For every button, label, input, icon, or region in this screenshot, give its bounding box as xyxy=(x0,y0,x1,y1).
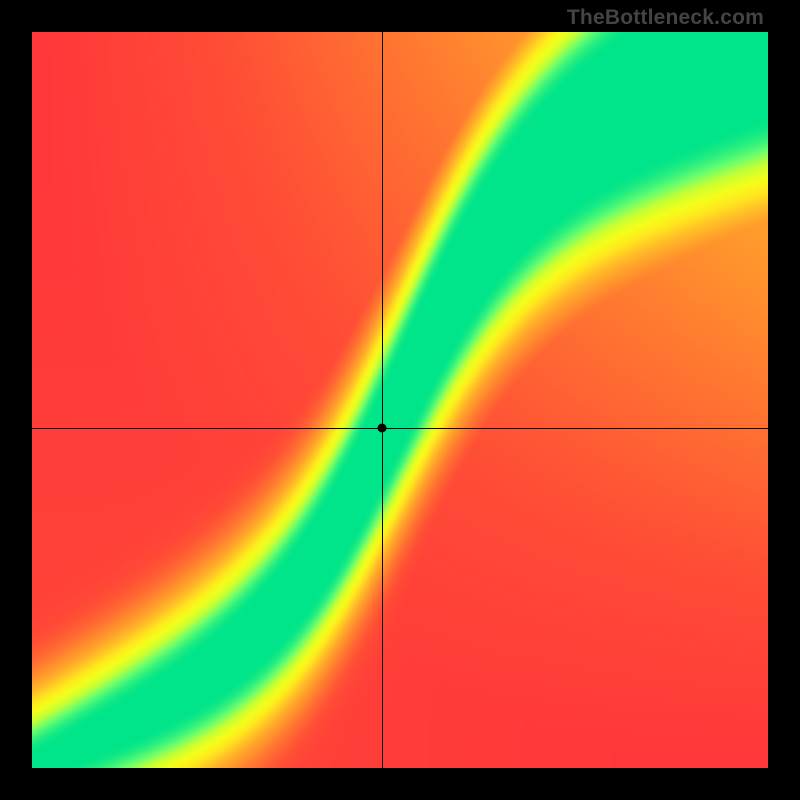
marker-dot xyxy=(377,423,386,432)
plot-area xyxy=(32,32,768,768)
watermark-text: TheBottleneck.com xyxy=(567,6,764,30)
crosshair-vertical xyxy=(382,32,383,768)
bottleneck-chart: TheBottleneck.com xyxy=(0,0,800,800)
heatmap-canvas xyxy=(32,32,768,768)
crosshair-horizontal xyxy=(32,428,768,429)
